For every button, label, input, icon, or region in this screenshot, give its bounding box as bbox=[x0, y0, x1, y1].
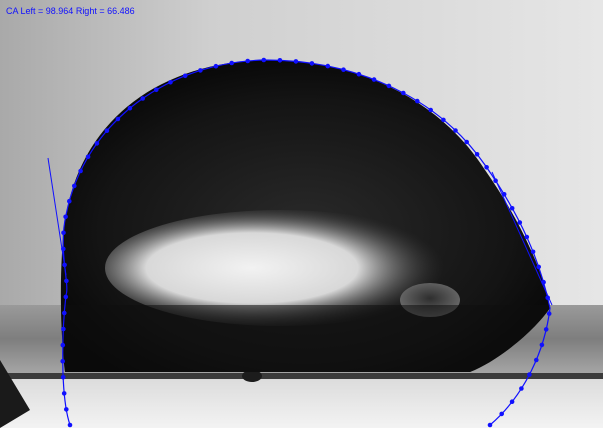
edge-point bbox=[198, 68, 203, 73]
edge-point bbox=[61, 391, 67, 396]
substrate-floor bbox=[0, 379, 603, 428]
edge-point bbox=[62, 262, 67, 268]
edge-point bbox=[309, 61, 315, 66]
ca-separator: Right = bbox=[73, 6, 108, 16]
edge-point bbox=[213, 63, 219, 69]
edge-point bbox=[453, 128, 458, 133]
edge-point bbox=[487, 422, 493, 428]
edge-point bbox=[61, 246, 66, 252]
ca-prefix: CA Left = bbox=[6, 6, 46, 16]
edge-point bbox=[104, 128, 110, 133]
edge-point bbox=[428, 107, 434, 113]
ca-left-value: 98.964 bbox=[45, 6, 74, 16]
droplet-base-shadow bbox=[60, 305, 550, 372]
edge-point bbox=[62, 310, 67, 316]
substrate-edge bbox=[0, 373, 603, 379]
edge-point bbox=[545, 295, 550, 301]
droplet-reflection bbox=[105, 210, 455, 326]
edge-point bbox=[371, 77, 377, 82]
edge-point bbox=[546, 311, 552, 316]
edge-point bbox=[509, 206, 515, 211]
edge-point bbox=[245, 58, 250, 64]
edge-point bbox=[527, 372, 532, 377]
edge-point bbox=[536, 264, 541, 270]
edge-point bbox=[464, 139, 470, 145]
edge-point bbox=[64, 407, 69, 412]
edge-point bbox=[261, 57, 267, 63]
edge-point bbox=[493, 178, 498, 183]
edge-point bbox=[517, 220, 523, 225]
edge-point bbox=[78, 168, 83, 174]
edge-point bbox=[541, 279, 546, 285]
edge-point bbox=[63, 214, 68, 220]
edge-point bbox=[539, 342, 545, 348]
edge-point bbox=[293, 59, 299, 64]
edge-point bbox=[509, 399, 515, 405]
edge-point bbox=[277, 58, 283, 63]
edge-point bbox=[519, 386, 524, 391]
edge-point bbox=[341, 67, 346, 72]
edge-point bbox=[530, 249, 536, 255]
edge-point bbox=[61, 230, 66, 236]
fit-overlay bbox=[47, 57, 553, 428]
edge-point bbox=[501, 192, 507, 197]
edge-point bbox=[441, 117, 446, 123]
edge-point bbox=[94, 141, 100, 146]
edge-point bbox=[115, 116, 121, 122]
edge-point bbox=[524, 234, 530, 240]
edge-point bbox=[534, 357, 539, 363]
left-tangent-line bbox=[47, 157, 67, 276]
edge-point bbox=[140, 96, 145, 101]
edge-point bbox=[60, 375, 66, 380]
edge-point bbox=[543, 327, 549, 332]
edge-point bbox=[63, 294, 69, 300]
edge-point bbox=[60, 342, 66, 348]
debris-speck bbox=[242, 370, 262, 382]
edge-point bbox=[401, 90, 406, 96]
edge-point bbox=[474, 152, 480, 157]
edge-point bbox=[499, 411, 505, 417]
edge-point bbox=[127, 105, 133, 111]
edge-point bbox=[72, 183, 77, 189]
contact-angle-readout: CA Left = 98.964 Right = 66.486 bbox=[6, 6, 135, 16]
edge-point bbox=[415, 98, 420, 104]
edge-point bbox=[85, 154, 91, 160]
edge-point bbox=[229, 60, 234, 66]
edge-point bbox=[484, 165, 489, 170]
corner-shadow bbox=[0, 360, 30, 428]
edge-points bbox=[60, 57, 552, 428]
edge-point bbox=[60, 358, 65, 364]
edge-point bbox=[67, 198, 72, 204]
edge-point bbox=[168, 80, 173, 85]
edge-point bbox=[61, 326, 66, 332]
edge-point bbox=[182, 73, 188, 79]
ca-right-value: 66.486 bbox=[107, 6, 135, 16]
edge-point bbox=[154, 87, 159, 93]
edge-point bbox=[67, 422, 73, 428]
edge-point bbox=[356, 71, 362, 77]
edge-point bbox=[64, 278, 69, 284]
edge-point bbox=[325, 63, 331, 69]
edge-point bbox=[386, 83, 392, 89]
